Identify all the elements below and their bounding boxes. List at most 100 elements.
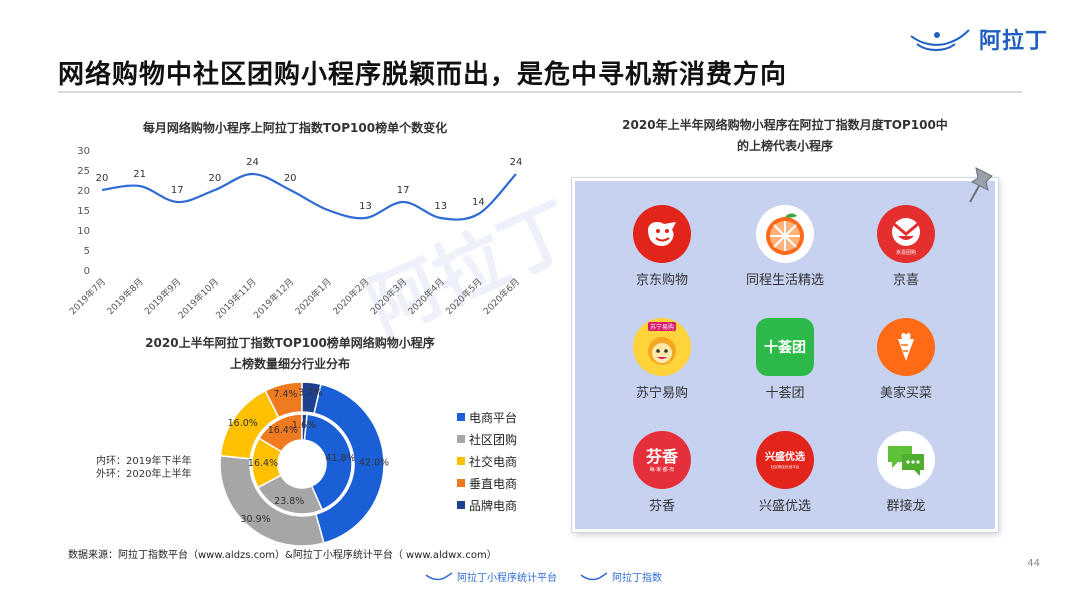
app-jingxi[interactable]: 京喜团购 京喜 bbox=[846, 205, 966, 288]
magic-lamp-icon bbox=[580, 571, 608, 580]
ring-note-inner: 内环：2019年下半年 bbox=[96, 456, 192, 467]
brand-logo: 阿拉丁 bbox=[907, 22, 1048, 56]
inner-ring-slice bbox=[301, 413, 308, 441]
outer-ring-data-label: 3.7% bbox=[298, 387, 322, 398]
legend-swatch bbox=[457, 413, 465, 421]
x-tick-label: 2020年3月 bbox=[368, 276, 409, 317]
outer-ring-data-label: 42.0% bbox=[359, 458, 389, 469]
jingxi-sub-label: 京喜团购 bbox=[895, 250, 916, 256]
legend-swatch bbox=[457, 435, 465, 443]
series-line bbox=[101, 172, 517, 221]
data-label: 20 bbox=[209, 173, 222, 184]
outer-ring-data-label: 30.9% bbox=[240, 514, 270, 525]
data-source-note: 数据来源：阿拉丁指数平台（www.aldzs.com）&阿拉丁小程序统计平台（ … bbox=[68, 550, 497, 561]
shihuituan-glyph: 十荟团 bbox=[764, 340, 806, 356]
data-label: 20 bbox=[96, 173, 109, 184]
carrot-icon bbox=[877, 318, 935, 376]
app-xingsheng[interactable]: 兴盛优选 社区网店优选平台 兴盛优选 bbox=[725, 431, 845, 514]
line-chart: 0 5 10 15 20 25 30 20 2019年7月 21 2019年8月 17 2019年9月 2… bbox=[67, 146, 523, 322]
app-name: 同程生活精选 bbox=[745, 273, 824, 288]
suning-sub-label: 苏宁易购 bbox=[647, 322, 676, 331]
outer-ring-slice bbox=[301, 381, 322, 415]
line-chart-title: 每月网络购物小程序上阿拉丁指数TOP100榜单个数变化 bbox=[142, 121, 448, 135]
outer-ring-data-label: 16.0% bbox=[228, 418, 258, 429]
legend-label: 垂直电商 bbox=[469, 476, 518, 491]
donut-title-line-2: 上榜数量细分行业分布 bbox=[229, 357, 350, 371]
y-tick-label: 15 bbox=[77, 206, 90, 217]
y-tick-label: 30 bbox=[77, 146, 90, 157]
magic-lamp-icon bbox=[425, 571, 453, 580]
x-tick-label: 2019年7月 bbox=[67, 276, 108, 317]
app-panel: 京东购物 同程生活精选 京喜团购 京喜 bbox=[572, 178, 998, 532]
legend-item-brand: 品牌电商 bbox=[457, 494, 517, 516]
legend-item-community: 社区团购 bbox=[457, 428, 517, 450]
app-name: 京喜 bbox=[892, 273, 919, 288]
app-name: 兴盛优选 bbox=[758, 499, 811, 514]
inner-ring-data-label: 23.8% bbox=[274, 496, 304, 507]
app-name: 苏宁易购 bbox=[635, 386, 688, 401]
y-tick-label: 25 bbox=[77, 166, 90, 177]
page-number: 44 bbox=[1027, 558, 1040, 569]
fenxiang-sub-label: 每·家·都·有 bbox=[649, 466, 675, 473]
xingsheng-glyph: 兴盛优选 bbox=[765, 451, 805, 463]
data-label: 17 bbox=[171, 185, 184, 196]
app-name: 京东购物 bbox=[635, 273, 688, 288]
x-tick-label: 2019年12月 bbox=[251, 276, 297, 322]
y-tick-label: 0 bbox=[84, 266, 90, 277]
footer-label: 阿拉丁小程序统计平台 bbox=[457, 573, 557, 584]
footer-logos: 阿拉丁小程序统计平台 阿拉丁指数 bbox=[424, 569, 662, 584]
xingsheng-icon: 兴盛优选 社区网店优选平台 bbox=[756, 431, 814, 489]
data-label: 17 bbox=[397, 185, 410, 196]
app-name: 群接龙 bbox=[886, 499, 926, 514]
data-label: 21 bbox=[133, 169, 146, 180]
donut-chart-title: 2020上半年阿拉丁指数TOP100榜单网络购物小程序 上榜数量细分行业分布 bbox=[80, 333, 500, 375]
app-name: 十荟团 bbox=[765, 386, 805, 401]
fenxiang-glyph: 芬香 bbox=[645, 446, 678, 466]
y-tick-label: 10 bbox=[77, 226, 90, 237]
data-label: 24 bbox=[246, 157, 259, 168]
outer-ring-data-label: 7.4% bbox=[273, 389, 297, 400]
x-tick-label: 2020年1月 bbox=[292, 276, 333, 317]
x-tick-label: 2020年4月 bbox=[405, 276, 446, 317]
legend-label: 社交电商 bbox=[469, 454, 518, 469]
footer-item-stats[interactable]: 阿拉丁小程序统计平台 bbox=[424, 569, 557, 584]
page-title: 网络购物中社区团购小程序脱颖而出，是危中寻机新消费方向 bbox=[58, 60, 788, 90]
app-meijia[interactable]: 美家买菜 bbox=[846, 318, 966, 401]
panel-title: 2020年上半年网络购物小程序在阿拉丁指数月度TOP100中 的上榜代表小程序 bbox=[572, 115, 998, 157]
y-tick-label: 20 bbox=[77, 186, 90, 197]
footer-label: 阿拉丁指数 bbox=[612, 573, 662, 584]
legend-swatch bbox=[457, 479, 465, 487]
panel-title-line-1: 2020年上半年网络购物小程序在阿拉丁指数月度TOP100中 bbox=[622, 118, 948, 132]
app-qunjielong[interactable]: 群接龙 bbox=[846, 431, 966, 514]
footer-item-index[interactable]: 阿拉丁指数 bbox=[579, 569, 662, 584]
magic-lamp-icon bbox=[910, 29, 970, 51]
legend-swatch bbox=[457, 457, 465, 465]
app-tongcheng[interactable]: 同程生活精选 bbox=[725, 205, 845, 288]
legend-item-vertical: 垂直电商 bbox=[457, 472, 517, 494]
ring-note: 内环：2019年下半年 外环：2020年上半年 bbox=[96, 455, 191, 481]
outer-ring-slice bbox=[219, 454, 325, 547]
pushpin-icon bbox=[969, 167, 993, 203]
app-jd[interactable]: 京东购物 bbox=[602, 205, 722, 288]
suning-lion-icon: 苏宁易购 bbox=[633, 318, 691, 376]
inner-ring-data-label: 41.8% bbox=[325, 453, 355, 464]
app-name: 美家买菜 bbox=[879, 386, 932, 401]
app-fenxiang[interactable]: 芬香 每·家·都·有 芬香 bbox=[602, 431, 722, 514]
x-tick-label: 2020年6月 bbox=[481, 276, 522, 317]
legend-label: 电商平台 bbox=[469, 410, 518, 425]
donut-legend: 电商平台 社区团购 社交电商 垂直电商 品牌电商 bbox=[457, 406, 517, 516]
x-tick-label: 2019年9月 bbox=[142, 276, 183, 317]
legend-label: 品牌电商 bbox=[469, 498, 518, 513]
inner-ring-data-label: 16.4% bbox=[248, 458, 278, 469]
xingsheng-sub-label: 社区网店优选平台 bbox=[770, 463, 800, 469]
app-suning[interactable]: 苏宁易购 苏宁易购 bbox=[602, 318, 722, 401]
x-tick-label: 2020年5月 bbox=[443, 276, 484, 317]
data-label: 20 bbox=[284, 173, 297, 184]
title-divider bbox=[58, 91, 1022, 93]
jingxi-icon: 京喜团购 bbox=[877, 205, 935, 263]
brand-name: 阿拉丁 bbox=[978, 29, 1048, 54]
x-tick-label: 2020年2月 bbox=[330, 276, 371, 317]
app-shihuituan[interactable]: 十荟团 十荟团 bbox=[725, 318, 845, 401]
jd-dog-icon bbox=[633, 205, 691, 263]
fenxiang-icon: 芬香 每·家·都·有 bbox=[633, 431, 691, 489]
